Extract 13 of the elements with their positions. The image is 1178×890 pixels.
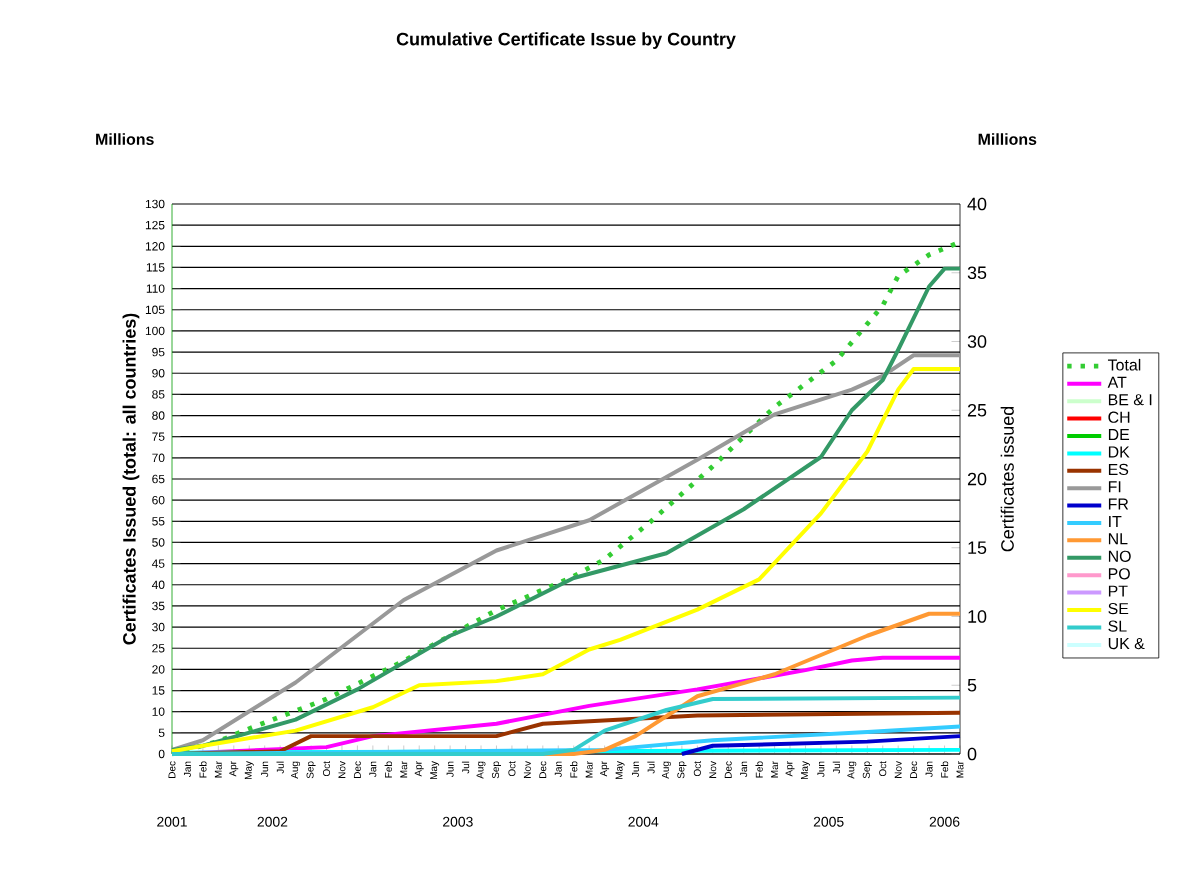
chart-title: Cumulative Certificate Issue by Country (396, 32, 736, 49)
y2-axis-title: Certificates issued (1000, 406, 1014, 552)
y2-tick-label: 25 (967, 403, 987, 417)
y2-tick-label: 40 (967, 197, 987, 211)
y2-tick-label: 10 (968, 610, 987, 623)
y-axis-title: Certificates Issued (total: all countries) (122, 313, 140, 645)
y2-tick-label: 0 (967, 747, 977, 761)
y2-tick-label: 35 (967, 266, 987, 280)
y2-tick-label: 30 (967, 335, 987, 348)
line-series (679, 734, 962, 756)
y2-tick-label: 20 (967, 472, 987, 486)
y2-tick-label: 15 (968, 541, 987, 555)
y2-tick-label: 5 (967, 678, 977, 692)
